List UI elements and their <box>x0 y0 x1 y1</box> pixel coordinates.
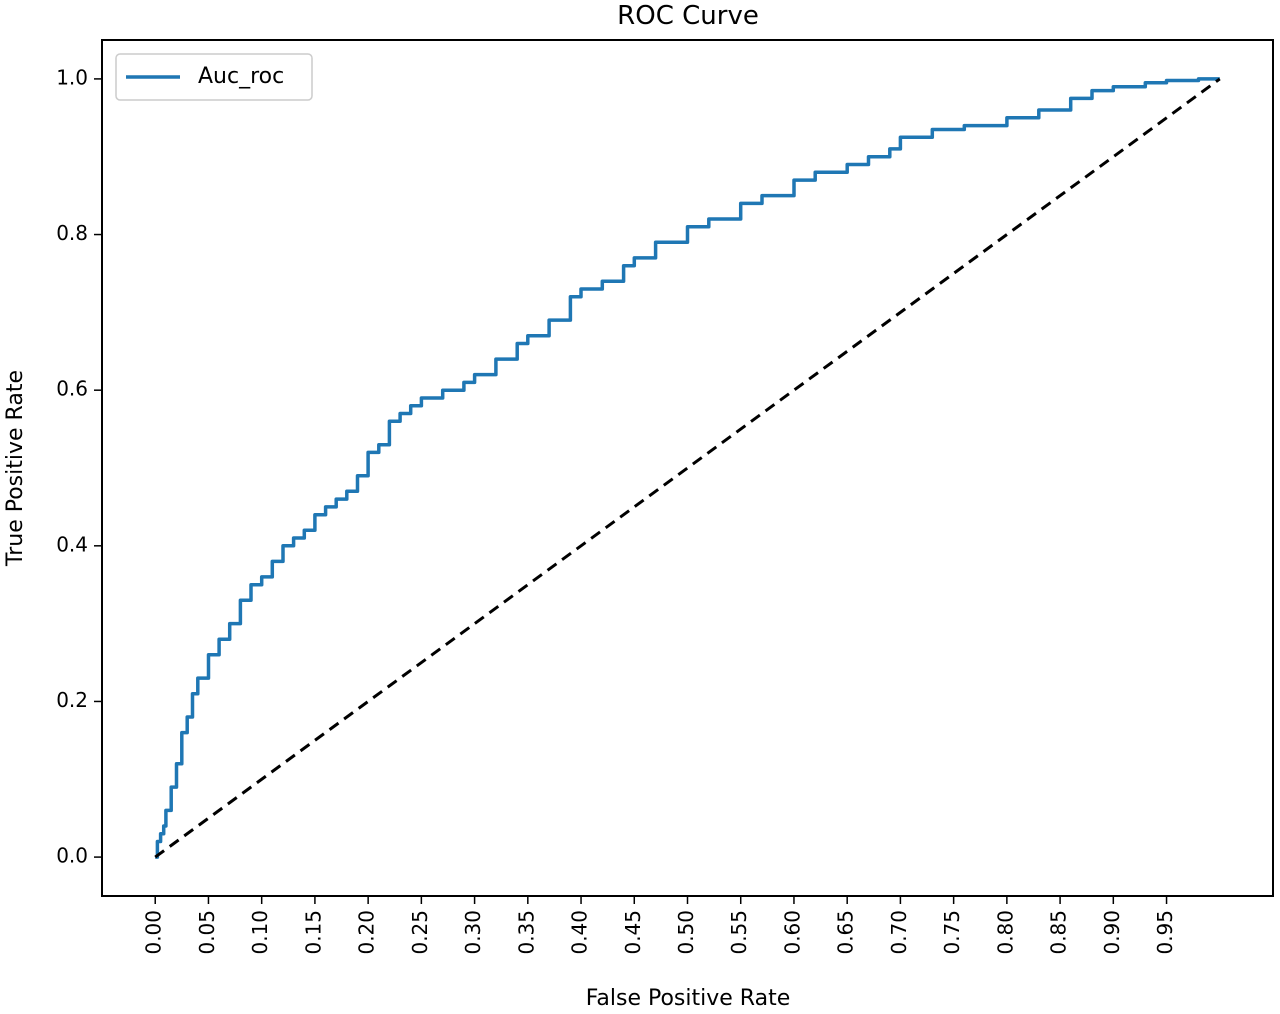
roc-curve-line <box>155 77 1220 859</box>
x-tick-label: 0.85 <box>1047 910 1071 955</box>
x-tick-label: 0.70 <box>887 910 911 955</box>
axes-layer: 0.00 0.05 0.10 0.15 0.20 0.25 0.30 0.35 0.40 0.45… <box>56 39 1274 955</box>
x-tick-label: 0.60 <box>781 910 805 955</box>
x-tick-label: 0.05 <box>195 910 219 955</box>
x-tick-label: 0.95 <box>1153 910 1177 955</box>
x-tick-label: 0.45 <box>621 910 645 955</box>
y-tick-label: 0.2 <box>56 688 88 712</box>
legend-label: Auc_roc <box>198 64 284 89</box>
x-tick-label: 0.80 <box>993 910 1017 955</box>
y-tick-label: 0.8 <box>56 221 88 245</box>
x-tick-label: 0.10 <box>248 910 272 955</box>
legend: Auc_roc <box>115 53 313 101</box>
x-tick-label: 0.50 <box>674 910 698 955</box>
x-tick-label: 0.00 <box>142 910 166 955</box>
chart-title: ROC Curve <box>617 1 759 31</box>
x-tick-label: 0.65 <box>834 910 858 955</box>
x-tick-label: 0.90 <box>1100 910 1124 955</box>
x-tick-label: 0.20 <box>355 910 379 955</box>
y-tick-label: 0.0 <box>56 844 88 868</box>
y-axis-label: True Positive Rate <box>3 370 28 567</box>
x-axis-label: False Positive Rate <box>586 986 790 1010</box>
x-tick-label: 0.40 <box>568 910 592 955</box>
chance-diagonal-line <box>154 77 1221 859</box>
x-tick-label: 0.55 <box>727 910 751 955</box>
y-tick-label: 0.4 <box>56 532 88 556</box>
x-tick-label: 0.25 <box>408 910 432 955</box>
x-tick-label: 0.15 <box>301 910 325 955</box>
legend-box <box>115 53 313 101</box>
x-tick-label: 0.75 <box>940 910 964 955</box>
y-tick-label: 0.6 <box>56 377 88 401</box>
plot-layer <box>154 77 1221 859</box>
x-tick-label: 0.30 <box>461 910 485 955</box>
x-tick-label: 0.35 <box>514 910 538 955</box>
y-tick-label: 1.0 <box>56 65 88 89</box>
